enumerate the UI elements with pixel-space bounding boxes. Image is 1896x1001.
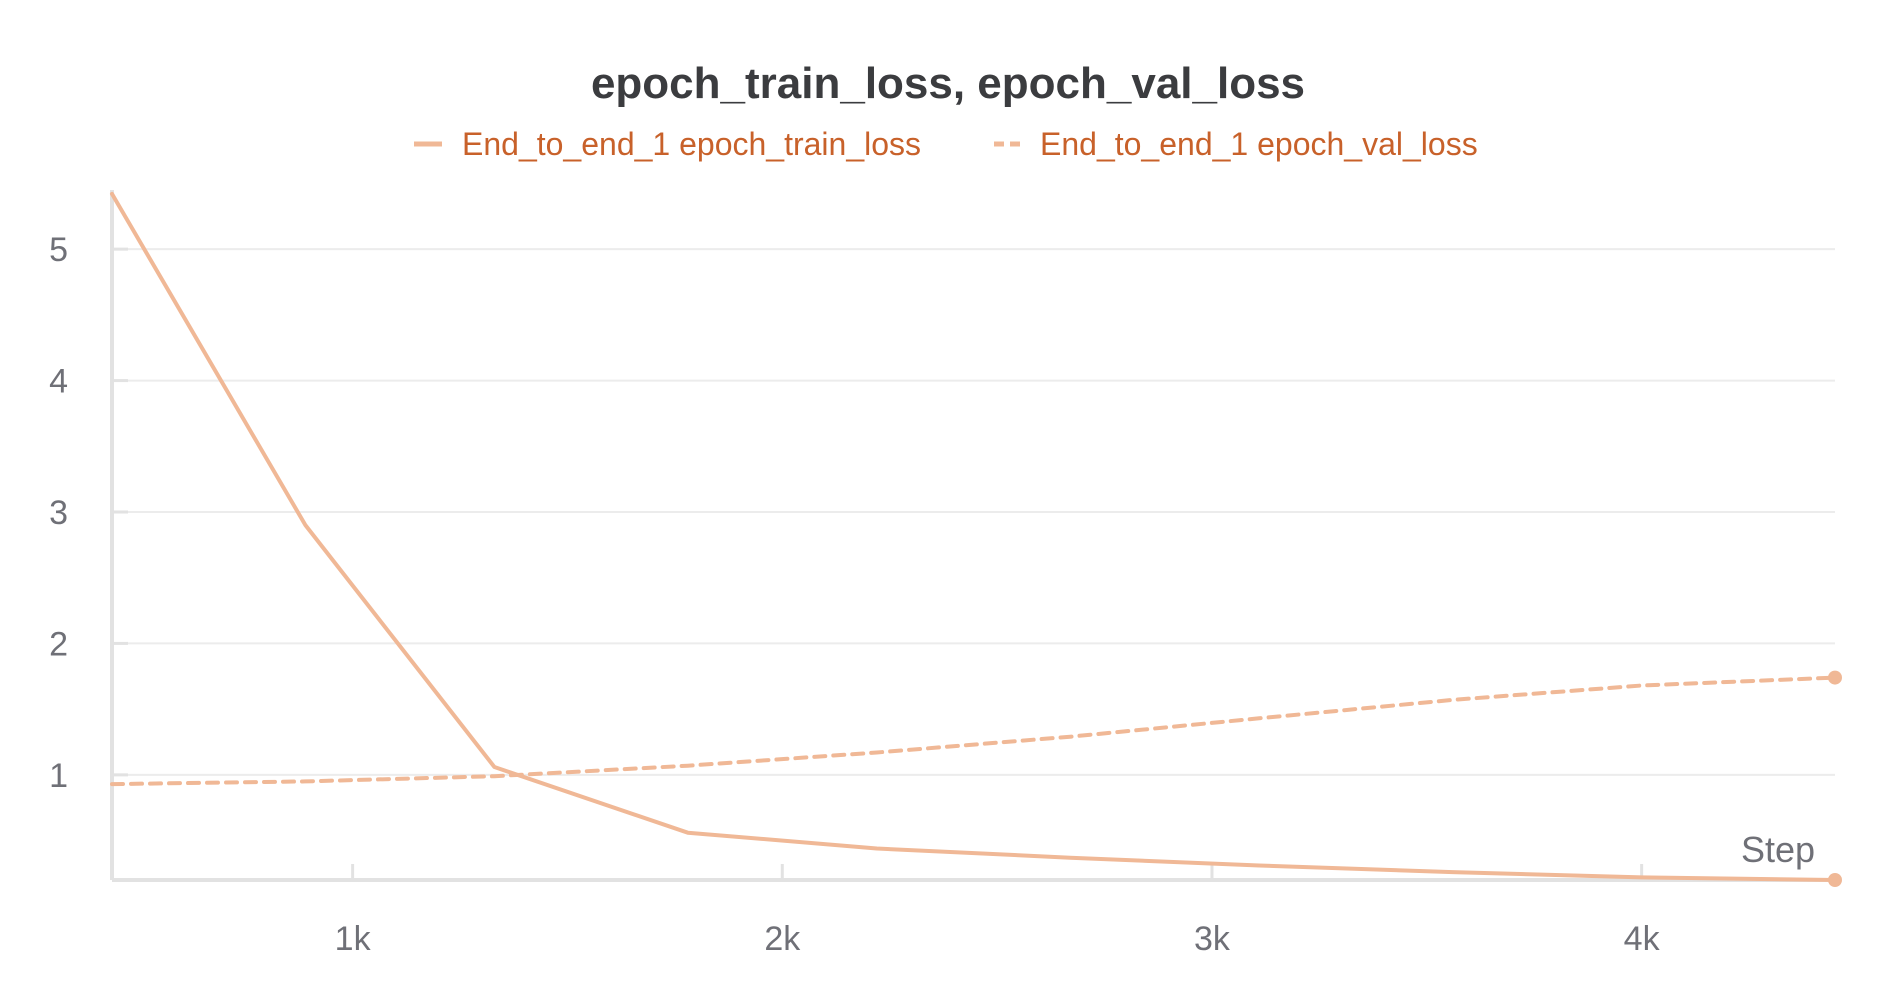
series-layer (110, 191, 1842, 887)
data-point-train-loss-9 (1828, 873, 1842, 887)
y-tick-label-5: 5 (49, 231, 68, 269)
x-tick-label-2000: 2k (764, 920, 801, 958)
y-axis-ticks: 1 2 3 4 5 (49, 231, 128, 795)
series-line-train-loss (110, 191, 1837, 882)
chart-title: epoch_train_loss, epoch_val_loss (591, 59, 1305, 108)
x-axis-ticks: 1k 2k 3k 4k (335, 864, 1661, 958)
series-line-val-loss (110, 675, 1837, 787)
y-tick-label-2: 2 (49, 625, 68, 663)
x-tick-label-3000: 3k (1194, 920, 1231, 958)
y-tick-label-3: 3 (49, 494, 68, 532)
y-tick-label-1: 1 (49, 757, 68, 795)
x-tick-label-1000: 1k (335, 920, 372, 958)
x-tick-label-4000: 4k (1624, 920, 1661, 958)
grid (112, 248, 1835, 776)
legend-label-train-loss: End_to_end_1 epoch_train_loss (462, 126, 921, 162)
legend: End_to_end_1 epoch_train_loss End_to_end… (414, 126, 1478, 162)
data-point-val-loss-9 (1828, 670, 1842, 685)
x-axis-title: Step (1741, 829, 1815, 870)
y-tick-label-4: 4 (49, 363, 68, 401)
legend-label-val-loss: End_to_end_1 epoch_val_loss (1040, 126, 1478, 162)
